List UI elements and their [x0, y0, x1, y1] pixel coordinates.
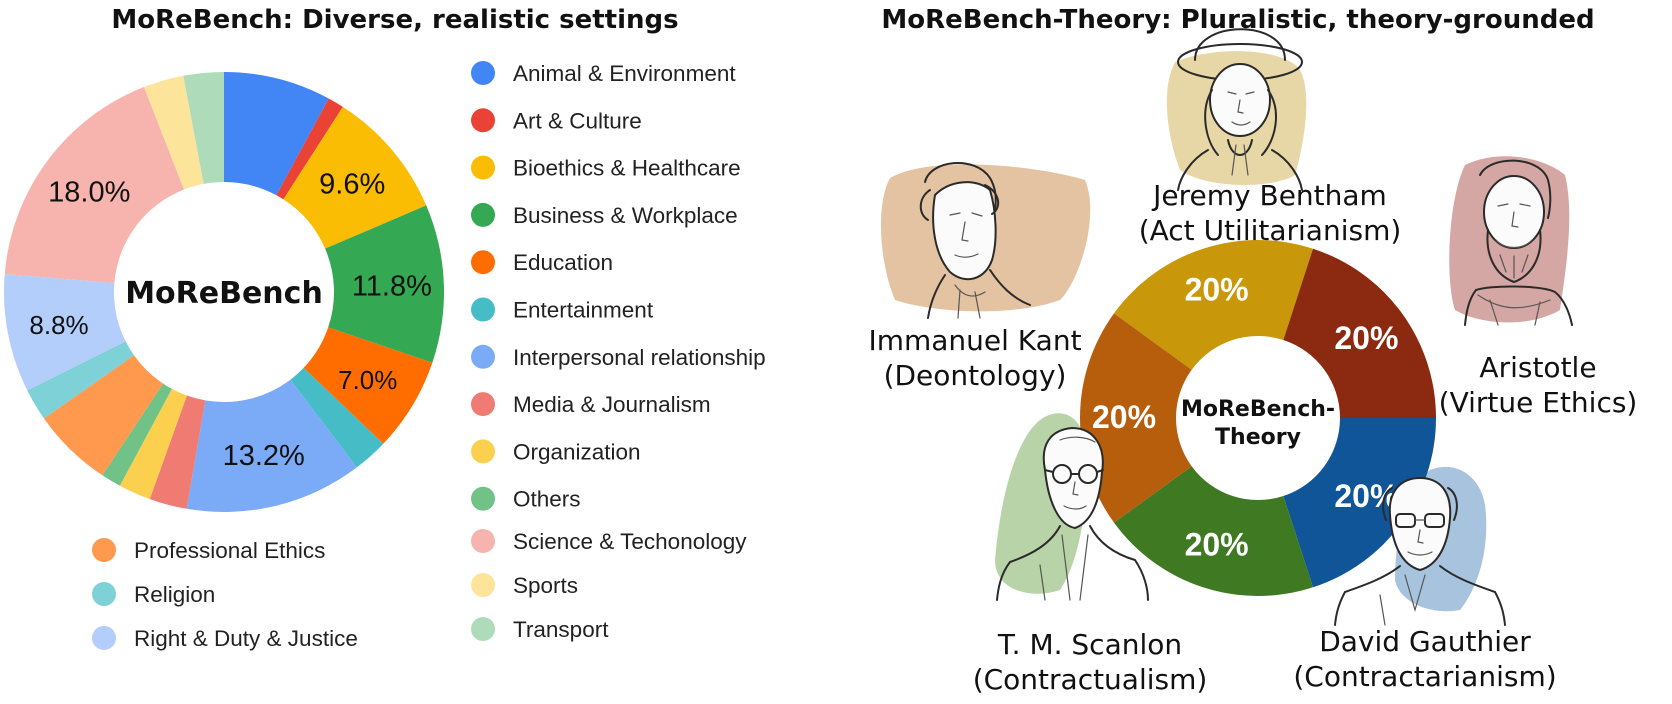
- kant-theory: (Deontology): [884, 359, 1067, 392]
- slice-right-and-duty-and-justice: [3, 273, 126, 391]
- legend-right-column: Animal & Environment Art & Culture Bioethi…: [471, 61, 766, 642]
- bentham-portrait-icon: [1177, 28, 1303, 191]
- data-label-education: 7.0%: [338, 365, 397, 395]
- legend-label-interpersonal-relationship: Interpersonal relationship: [513, 345, 766, 370]
- legend-swatch-entertainment: [471, 297, 495, 322]
- legend-swatch-organization: [471, 439, 495, 464]
- data-label-aristotle-virtue-ethics: 20%: [1334, 320, 1398, 356]
- left-chart-title: MoReBench: Diverse, realistic settings: [111, 5, 678, 35]
- legend-label-business-and-workplace: Business & Workplace: [513, 203, 738, 228]
- legend-swatch-education: [471, 250, 495, 275]
- slice-aristotle-virtue-ethics: [1283, 248, 1436, 418]
- legend-swatch-sports: [471, 573, 495, 597]
- legend-label-science-and-techonology: Science & Techonology: [513, 529, 747, 554]
- legend-label-bioethics-and-healthcare: Bioethics & Healthcare: [513, 156, 741, 181]
- kant-portrait-icon: [919, 162, 1031, 319]
- slice-religion: [27, 341, 134, 419]
- legend-label-art-and-culture: Art & Culture: [513, 108, 642, 133]
- scanlon-theory: (Contractualism): [973, 663, 1208, 696]
- theory-center-label-line2: Theory: [1215, 425, 1301, 450]
- gauthier-theory: (Contractarianism): [1293, 660, 1556, 693]
- slice-transport: [183, 72, 224, 184]
- data-label-immanuel-kant-deontology: 20%: [1092, 399, 1156, 435]
- legend-label-sports: Sports: [513, 573, 578, 598]
- scanlon-name: T. M. Scanlon: [997, 628, 1182, 661]
- legend-swatch-transport: [471, 617, 495, 641]
- data-label-interpersonal-relationship: 13.2%: [223, 440, 305, 472]
- legend-label-animal-and-environment: Animal & Environment: [513, 61, 736, 86]
- slice-entertainment: [290, 367, 384, 468]
- morebench-donut: [3, 72, 444, 512]
- morebench-data-labels: 9.6% 11.8% 7.0% 13.2% 8.8% 18.0%: [29, 168, 431, 472]
- legend-label-media-and-journalism: Media & Journalism: [513, 392, 711, 417]
- slice-science-and-techonology: [4, 87, 185, 283]
- theory-center-label-line1: MoReBench-: [1181, 397, 1335, 422]
- legend-swatch-interpersonal-relationship: [471, 344, 495, 369]
- gauthier-name: David Gauthier: [1319, 625, 1531, 658]
- slice-business-and-workplace: [325, 205, 444, 363]
- bentham-theory: (Act Utilitarianism): [1139, 214, 1402, 247]
- slice-others: [102, 383, 172, 486]
- slice-jeremy-bentham-act-utilitarianism: [1113, 240, 1314, 370]
- legend-label-professional-ethics: Professional Ethics: [134, 538, 325, 563]
- legend-swatch-religion: [92, 582, 116, 606]
- slice-immanuel-kant-deontology: [1080, 313, 1192, 523]
- data-label-science-and-techonology: 18.0%: [48, 177, 130, 209]
- right-chart-title: MoReBench-Theory: Pluralistic, theory-gr…: [881, 5, 1594, 35]
- kant-name: Immanuel Kant: [868, 324, 1081, 357]
- legend-label-religion: Religion: [134, 582, 215, 607]
- slice-interpersonal-relationship: [186, 379, 357, 512]
- gauthier-portrait-icon: [1334, 476, 1506, 626]
- legend-swatch-animal-and-environment: [471, 61, 495, 85]
- theory-donut: [1080, 240, 1436, 597]
- slice-art-and-culture: [276, 98, 343, 200]
- legend-swatch-business-and-workplace: [471, 202, 495, 227]
- bentham-name: Jeremy Bentham: [1151, 179, 1387, 212]
- legend-label-right-and-duty-and-justice: Right & Duty & Justice: [134, 626, 358, 651]
- morebench-center-label: MoReBench: [125, 276, 323, 311]
- slice-bioethics-and-healthcare: [283, 106, 427, 249]
- slice-professional-ethics: [43, 355, 164, 476]
- aristotle-name: Aristotle: [1479, 351, 1596, 384]
- data-label-bioethics-and-healthcare: 9.6%: [319, 168, 385, 200]
- theory-data-labels: 20% 20% 20% 20% 20%: [1092, 272, 1398, 563]
- slice-david-gauthier-contractarianism: [1283, 418, 1436, 588]
- scanlon-portrait-icon: [996, 426, 1149, 601]
- aristotle-theory: (Virtue Ethics): [1439, 386, 1638, 419]
- legend-swatch-media-and-journalism: [471, 392, 495, 417]
- legend-label-entertainment: Entertainment: [513, 298, 654, 323]
- aristotle-portrait-icon: [1464, 159, 1573, 326]
- slice-t-m-scanlon-contractualism: [1113, 466, 1314, 597]
- data-label-jeremy-bentham-act-utilitarianism: 20%: [1185, 272, 1249, 308]
- legend-label-education: Education: [513, 250, 613, 275]
- slice-education: [303, 327, 433, 444]
- data-label-business-and-workplace: 11.8%: [352, 270, 432, 302]
- data-label-t-m-scanlon-contractualism: 20%: [1185, 526, 1249, 562]
- legend-swatch-right-and-duty-and-justice: [92, 626, 116, 650]
- data-label-right-and-duty-and-justice: 8.8%: [29, 310, 88, 340]
- legend-label-transport: Transport: [513, 617, 609, 642]
- legend-bottom-column: Professional Ethics Religion Right & Duty …: [92, 538, 358, 651]
- legend-swatch-art-and-culture: [471, 108, 495, 133]
- slice-organization: [119, 388, 187, 500]
- legend-swatch-bioethics-and-healthcare: [471, 155, 495, 180]
- legend-swatch-science-and-techonology: [471, 529, 495, 553]
- slice-media-and-journalism: [149, 395, 206, 509]
- legend-label-organization: Organization: [513, 439, 641, 464]
- slice-animal-and-environment: [224, 72, 329, 196]
- data-label-david-gauthier-contractarianism: 20%: [1334, 478, 1398, 514]
- slice-sports: [144, 75, 204, 190]
- legend-swatch-professional-ethics: [92, 538, 116, 562]
- legend-label-others: Others: [513, 487, 581, 512]
- legend-swatch-others: [471, 486, 495, 511]
